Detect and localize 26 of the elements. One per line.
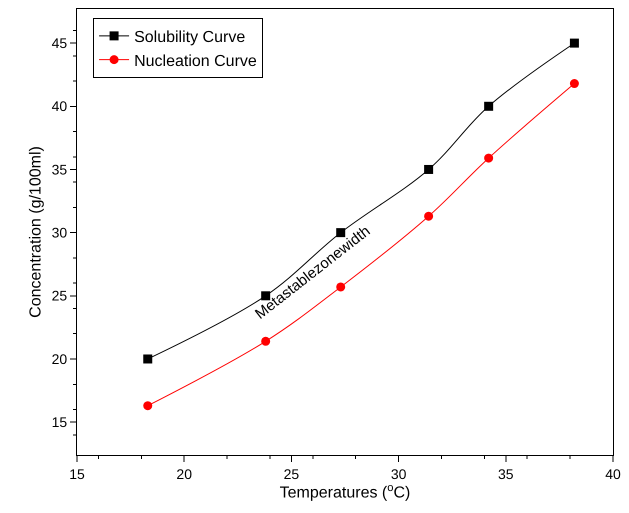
x-tick-label: 20 [176,466,192,482]
y-tick-label: 25 [52,288,68,304]
y-tick-label: 20 [52,350,68,367]
x-tick-label: 25 [284,466,300,482]
point [143,401,152,410]
point [570,79,579,88]
point [424,212,434,221]
y-tick-label: 30 [52,224,68,241]
y-tick-label: 40 [52,98,68,114]
point [484,154,494,163]
x-tick-label: 30 [390,466,407,482]
y-tick-label: 35 [52,161,68,178]
point [143,354,152,364]
y-tick-label: 15 [52,414,68,430]
legend-label: Nucleation Curve [134,52,257,70]
point [484,102,494,111]
x-tick-label: 40 [605,466,621,482]
x-axis-title: Temperatures ($^{o}$C) [280,482,410,502]
point [424,164,434,174]
x-tick-label: 15 [69,466,85,482]
x-tick-label: 35 [498,466,514,482]
point [261,336,270,346]
legend-label: Solubility Curve [134,29,246,46]
y-tick-label: 45 [52,35,68,52]
point [570,38,579,48]
y-axis-title: Concentration (g/100ml) [28,146,45,318]
